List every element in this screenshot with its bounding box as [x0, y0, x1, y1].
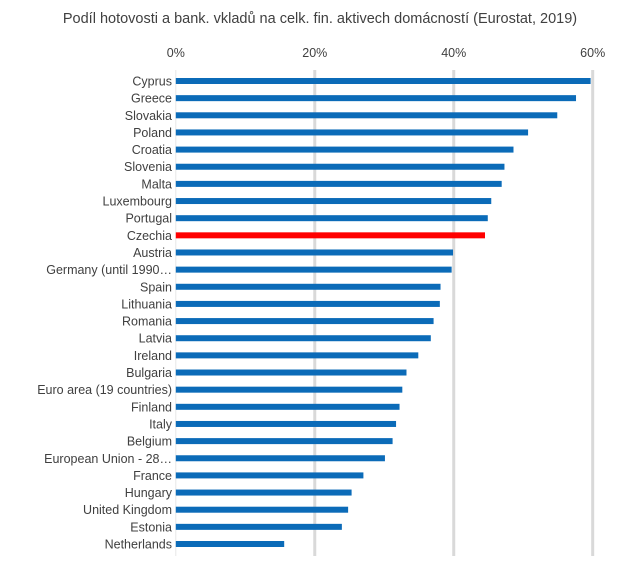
bar — [175, 78, 591, 84]
category-label: Cyprus — [132, 75, 172, 89]
bar — [175, 506, 349, 513]
category-label: Germany (until 1990… — [46, 263, 172, 277]
category-label: Euro area (19 countries) — [37, 383, 172, 397]
bar — [175, 523, 342, 530]
category-label: Belgium — [127, 435, 172, 449]
x-tick-label: 0% — [167, 46, 185, 60]
bar — [175, 489, 352, 496]
category-label: Greece — [131, 92, 172, 106]
bar — [175, 403, 400, 410]
category-label: Italy — [149, 417, 173, 431]
bar — [175, 266, 452, 273]
bar — [175, 335, 431, 342]
bar — [175, 249, 454, 256]
bar — [175, 95, 577, 102]
category-label: Bulgaria — [126, 366, 172, 380]
bar — [175, 438, 393, 445]
bar — [175, 180, 502, 187]
category-label: Austria — [133, 246, 172, 260]
bar — [175, 369, 407, 376]
bar — [175, 232, 486, 239]
x-tick-label: 60% — [580, 46, 605, 60]
category-label: Estonia — [130, 520, 172, 534]
category-label: France — [133, 469, 172, 483]
chart-title: Podíl hotovosti a bank. vkladů na celk. … — [62, 11, 578, 27]
bar — [175, 318, 434, 325]
x-tick-label: 20% — [302, 46, 327, 60]
category-label: Luxembourg — [103, 195, 173, 209]
category-label: Spain — [140, 280, 172, 294]
category-label: Croatia — [132, 143, 172, 157]
category-label: Portugal — [125, 212, 172, 226]
bar — [175, 283, 441, 290]
bar — [175, 215, 488, 222]
category-label: Latvia — [139, 332, 172, 346]
category-label: Lithuania — [121, 297, 172, 311]
bar — [175, 455, 385, 462]
bar — [175, 163, 505, 170]
category-label: European Union - 28… — [44, 452, 172, 466]
category-label: Ireland — [134, 349, 172, 363]
category-label: Finland — [131, 400, 172, 414]
bar — [175, 420, 397, 427]
category-label: Slovenia — [124, 160, 172, 174]
category-label: United Kingdom — [83, 503, 172, 517]
category-label: Malta — [141, 177, 172, 191]
category-label: Slovakia — [125, 109, 172, 123]
bar — [175, 541, 285, 547]
bar — [175, 352, 419, 359]
bar — [175, 198, 492, 205]
x-tick-label: 40% — [441, 46, 466, 60]
bar — [175, 146, 514, 153]
category-label: Romania — [122, 315, 172, 329]
bar — [175, 472, 364, 479]
bar — [175, 386, 403, 393]
bar — [175, 300, 440, 307]
bar — [175, 129, 529, 136]
category-label: Czechia — [127, 229, 172, 243]
category-label: Poland — [133, 126, 172, 140]
bar — [175, 112, 558, 119]
category-label: Netherlands — [105, 538, 172, 552]
category-label: Hungary — [125, 486, 173, 500]
